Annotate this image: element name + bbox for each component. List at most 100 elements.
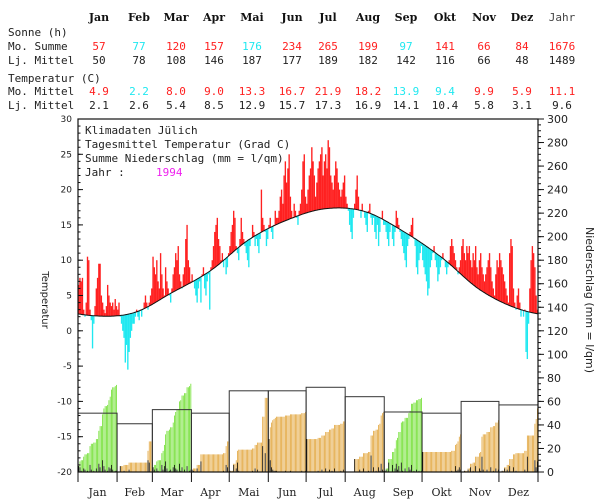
daily-temp-bar <box>388 222 390 247</box>
cumulative-precip-bar <box>321 435 323 472</box>
cumulative-precip-bar <box>442 451 444 472</box>
temp-month-value: 16.7 <box>279 85 306 98</box>
daily-precip-bar <box>269 460 271 472</box>
daily-temp-bar <box>113 309 115 317</box>
temp-longterm-value: 10.4 <box>432 99 459 112</box>
cumulative-precip-bar <box>83 456 85 472</box>
y2-tick-label: 300 <box>547 113 568 126</box>
daily-temp-bar <box>525 311 527 352</box>
cumulative-precip-bar <box>496 422 498 472</box>
daily-temp-bar <box>182 274 184 287</box>
month-header-jan: Jan <box>88 11 109 24</box>
cumulative-precip-bar <box>264 397 266 472</box>
temp-longterm-value: 5.4 <box>166 99 186 112</box>
daily-temp-bar <box>275 217 278 225</box>
cumulative-precip-bar <box>135 462 136 472</box>
daily-precip-bar <box>90 469 92 472</box>
cumulative-precip-bar <box>342 421 344 472</box>
daily-temp-bar <box>85 302 87 316</box>
daily-precip-bar <box>108 467 110 472</box>
daily-temp-bar <box>170 293 172 303</box>
cumulative-precip-bar <box>87 453 88 472</box>
daily-temp-bar <box>284 161 287 221</box>
cumulative-precip-bar <box>481 436 483 472</box>
daily-temp-bar <box>409 231 411 236</box>
cumulative-precip-bar <box>234 463 236 472</box>
temp-longterm-value: 5.8 <box>474 99 494 112</box>
daily-temp-bar <box>112 302 114 317</box>
daily-temp-bar <box>420 242 423 247</box>
daily-temp-bar <box>384 220 386 225</box>
cumulative-precip-bar <box>240 449 242 472</box>
daily-precip-bar <box>400 462 402 472</box>
cumulative-precip-bar <box>513 454 514 472</box>
daily-temp-bar <box>289 196 292 219</box>
cumulative-precip-bar <box>253 448 255 472</box>
daily-temp-bar <box>361 203 363 211</box>
daily-temp-bar <box>370 213 372 218</box>
daily-temp-bar <box>417 240 419 275</box>
sun-longterm-value: 182 <box>358 54 378 67</box>
cumulative-precip-bar <box>198 464 199 472</box>
daily-temp-bar <box>356 175 358 210</box>
daily-temp-bar <box>401 230 404 247</box>
daily-temp-bar <box>531 246 534 313</box>
cumulative-precip-bar <box>225 446 227 472</box>
daily-temp-bar <box>510 239 512 307</box>
daily-precip-bar <box>190 469 192 472</box>
cumulative-precip-bar <box>528 435 529 472</box>
daily-precip-bar <box>513 467 514 472</box>
sun-month-value: 157 <box>204 40 224 53</box>
daily-temp-bar <box>493 295 496 299</box>
sun-longterm-value: 187 <box>242 54 262 67</box>
cumulative-precip-bar <box>374 430 376 472</box>
month-header-jul: Jul <box>318 11 336 24</box>
cumulative-precip-bar <box>356 459 358 472</box>
x-tick-label-apr: Apr <box>199 486 221 499</box>
daily-temp-bar <box>314 196 317 211</box>
cumulative-precip-bar <box>243 449 245 472</box>
cumulative-precip-bar <box>368 451 369 472</box>
chart-title-1: Klimadaten Jülich <box>85 124 198 137</box>
daily-temp-bar <box>119 315 121 317</box>
cumulative-precip-bar <box>375 429 377 472</box>
daily-precip-bar <box>470 467 472 472</box>
cumulative-precip-bar <box>220 454 222 472</box>
cumulative-precip-bar <box>250 449 252 472</box>
daily-temp-bar <box>210 267 212 271</box>
daily-precip-bar <box>271 467 272 472</box>
daily-temp-bar <box>301 189 303 215</box>
cumulative-precip-bar <box>426 451 427 472</box>
daily-temp-bar <box>282 203 284 222</box>
cumulative-precip-bar <box>131 462 132 472</box>
daily-temp-bar <box>109 302 111 317</box>
daily-temp-bar <box>340 196 342 208</box>
y2-tick-label: 80 <box>547 372 561 385</box>
cumulative-precip-bar <box>203 454 204 472</box>
temp-longterm-value: 8.5 <box>204 99 224 112</box>
temp-month-value: 9.0 <box>204 85 224 98</box>
cumulative-precip-bar <box>113 387 115 472</box>
daily-temp-bar <box>259 232 261 240</box>
daily-temp-bar <box>249 238 251 247</box>
cumulative-precip-bar <box>378 424 380 472</box>
sun-month-value: 120 <box>166 40 186 53</box>
cumulative-precip-bar <box>414 402 416 472</box>
cumulative-precip-bar <box>492 426 494 472</box>
daily-precip-bar <box>490 467 492 472</box>
temp-month-value: 9.4 <box>435 85 455 98</box>
daily-temp-bar <box>500 260 502 302</box>
cumulative-precip-bar <box>271 422 272 472</box>
daily-temp-bar <box>258 233 260 254</box>
year-value: 1994 <box>156 166 183 179</box>
temp-longterm-value: 3.1 <box>512 99 532 112</box>
cumulative-precip-bar <box>446 451 448 472</box>
daily-temp-bar <box>459 260 462 274</box>
cumulative-precip-bar <box>122 466 124 472</box>
daily-precip-bar <box>162 469 164 472</box>
daily-temp-bar <box>367 210 370 213</box>
cumulative-precip-bar <box>339 424 340 472</box>
x-tick-label-aug: Aug <box>353 486 376 499</box>
cumulative-precip-bar <box>288 415 290 472</box>
daily-temp-bar <box>427 247 429 296</box>
